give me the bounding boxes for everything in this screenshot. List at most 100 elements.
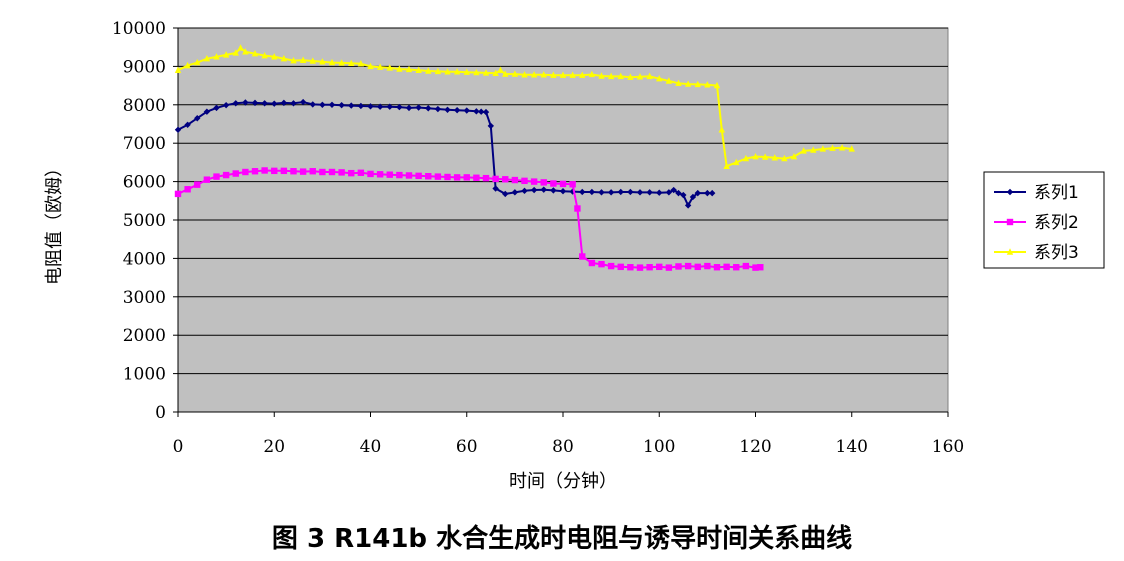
series-3-point bbox=[453, 68, 461, 75]
series-2-point bbox=[694, 263, 701, 271]
series-3-point bbox=[357, 60, 365, 67]
legend-item-2: 系列2 bbox=[994, 213, 1079, 233]
y-axis-title: 电阻值（欧姆） bbox=[44, 159, 65, 285]
series-2-point bbox=[675, 263, 682, 270]
series-1-point bbox=[319, 101, 326, 108]
legend-label: 系列3 bbox=[1034, 243, 1079, 263]
series-2-point bbox=[473, 174, 480, 181]
series-2-point bbox=[357, 169, 365, 176]
series-3-point bbox=[752, 152, 759, 160]
series-2-point bbox=[550, 180, 557, 187]
series-2-point bbox=[338, 169, 345, 176]
series-1-point bbox=[444, 106, 451, 113]
y-tick-label: 10000 bbox=[112, 19, 166, 39]
series-1-point bbox=[271, 100, 278, 107]
y-tick-labels: 0 1000 2000 3000 4000 5000 6000 7000 8000 9000 100… bbox=[112, 19, 178, 423]
series-1-point bbox=[559, 188, 567, 195]
series-3-point bbox=[627, 73, 634, 80]
series-2-point bbox=[348, 169, 355, 177]
series-3-point bbox=[444, 68, 451, 75]
series-1-point bbox=[492, 185, 499, 192]
x-tick-label: 20 bbox=[263, 437, 285, 457]
series-1-point bbox=[232, 100, 239, 107]
series-3-point bbox=[540, 71, 547, 78]
x-tick-label: 80 bbox=[552, 437, 574, 457]
x-tick-label: 160 bbox=[932, 437, 964, 457]
series-2 bbox=[174, 167, 764, 271]
series-2-point bbox=[232, 170, 239, 177]
series-3-point bbox=[174, 66, 182, 73]
series-3-point bbox=[415, 66, 422, 73]
legend-label: 系列2 bbox=[1034, 213, 1079, 233]
x-tick-label: 120 bbox=[739, 437, 771, 457]
figure-caption: 图 3 R141b 水合生成时电阻与诱导时间关系曲线 bbox=[271, 524, 853, 554]
chart: 0100020003000400050006000700080009000100… bbox=[44, 19, 1105, 492]
series-2-point bbox=[588, 259, 596, 267]
series-3-point bbox=[405, 65, 413, 73]
series-3-point bbox=[299, 56, 307, 63]
series-1-point bbox=[689, 193, 697, 201]
series-3-point bbox=[319, 58, 326, 65]
series-3-point bbox=[386, 64, 393, 71]
series-1-point bbox=[309, 101, 316, 108]
series-1-point bbox=[213, 104, 220, 112]
series-1-point bbox=[222, 101, 230, 109]
series-1-point bbox=[680, 191, 687, 199]
series-3-point bbox=[684, 80, 692, 87]
series-1 bbox=[174, 98, 716, 209]
series-2-point bbox=[627, 264, 634, 271]
series-3-point bbox=[617, 72, 624, 80]
series-1-point bbox=[675, 189, 682, 197]
series-3-point bbox=[665, 77, 673, 84]
series-2-point bbox=[742, 262, 750, 270]
series-1-point bbox=[540, 186, 547, 193]
series-3-point bbox=[646, 72, 653, 80]
series-3-point bbox=[203, 55, 211, 62]
series-1-point bbox=[348, 102, 355, 109]
series-1-point bbox=[367, 103, 374, 110]
series-3-point bbox=[222, 51, 230, 58]
series-3-point bbox=[819, 145, 827, 152]
x-tick-label: 40 bbox=[360, 437, 382, 457]
series-2-point bbox=[521, 177, 528, 185]
series-3-point bbox=[656, 74, 663, 82]
series-2-point bbox=[540, 179, 547, 186]
series-2-point bbox=[290, 168, 297, 175]
series-2-point bbox=[617, 263, 624, 271]
gridlines bbox=[178, 27, 948, 375]
series-3-point bbox=[848, 145, 855, 152]
series-1-point bbox=[482, 108, 490, 116]
x-axis-title: 时间（分钟） bbox=[509, 471, 617, 492]
legend: 系列1 系列2 系列3 bbox=[983, 171, 1105, 269]
series-2-point bbox=[656, 263, 663, 271]
series-1-point bbox=[290, 100, 297, 107]
series-3-point bbox=[251, 50, 259, 57]
series-1-point bbox=[328, 101, 336, 108]
series-2-point bbox=[194, 181, 201, 188]
series-1-point bbox=[280, 99, 288, 107]
series-1-point bbox=[636, 189, 644, 196]
x-tick-label: 140 bbox=[836, 437, 868, 457]
series-3-point bbox=[607, 72, 615, 80]
series-3-point bbox=[237, 44, 244, 51]
y-tick-label: 9000 bbox=[123, 57, 166, 77]
series-2-point bbox=[502, 176, 509, 183]
series-3-point bbox=[559, 71, 567, 78]
series-3-point bbox=[261, 51, 268, 59]
series-2-point bbox=[511, 176, 519, 184]
y-tick-label: 0 bbox=[155, 403, 166, 423]
series-1-point bbox=[656, 189, 663, 196]
series-2-point bbox=[574, 205, 581, 212]
series-3-point bbox=[790, 152, 798, 160]
series-3-point bbox=[271, 53, 278, 60]
series-1-point bbox=[261, 100, 268, 107]
legend-items: 系列1 系列2 系列3 bbox=[994, 183, 1079, 263]
series-3-point bbox=[376, 63, 384, 70]
series-2-point bbox=[492, 175, 499, 183]
series-3-point bbox=[367, 62, 374, 70]
series-3-point bbox=[502, 70, 509, 77]
series-1-point bbox=[521, 187, 528, 195]
series-3-point bbox=[338, 59, 345, 66]
series-3-point bbox=[579, 71, 586, 78]
series-1-point bbox=[299, 98, 307, 106]
